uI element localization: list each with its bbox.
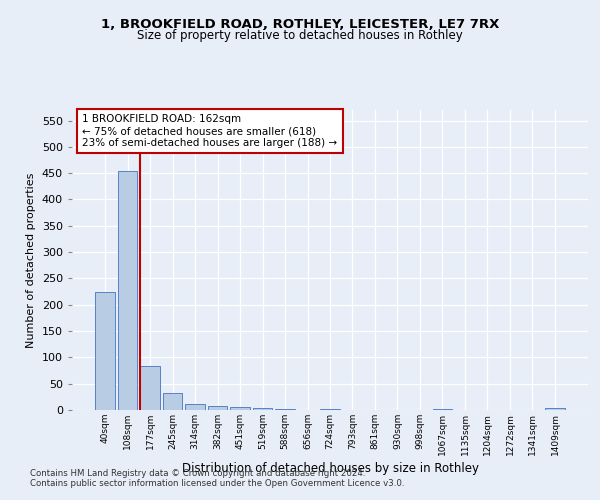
Text: 1, BROOKFIELD ROAD, ROTHLEY, LEICESTER, LE7 7RX: 1, BROOKFIELD ROAD, ROTHLEY, LEICESTER, … bbox=[101, 18, 499, 30]
Bar bbox=[230, 407, 250, 410]
Bar bbox=[163, 392, 182, 410]
Bar bbox=[140, 366, 160, 410]
Bar bbox=[433, 409, 452, 410]
Text: Size of property relative to detached houses in Rothley: Size of property relative to detached ho… bbox=[137, 29, 463, 42]
Y-axis label: Number of detached properties: Number of detached properties bbox=[26, 172, 36, 348]
Bar bbox=[253, 408, 272, 410]
Bar bbox=[95, 292, 115, 410]
Bar bbox=[545, 408, 565, 410]
Text: 1 BROOKFIELD ROAD: 162sqm
← 75% of detached houses are smaller (618)
23% of semi: 1 BROOKFIELD ROAD: 162sqm ← 75% of detac… bbox=[82, 114, 337, 148]
Text: Contains HM Land Registry data © Crown copyright and database right 2024.: Contains HM Land Registry data © Crown c… bbox=[30, 468, 365, 477]
Bar bbox=[208, 406, 227, 410]
Bar bbox=[320, 409, 340, 410]
Bar bbox=[118, 170, 137, 410]
X-axis label: Distribution of detached houses by size in Rothley: Distribution of detached houses by size … bbox=[182, 462, 479, 475]
Bar bbox=[185, 404, 205, 410]
Text: Contains public sector information licensed under the Open Government Licence v3: Contains public sector information licen… bbox=[30, 478, 404, 488]
